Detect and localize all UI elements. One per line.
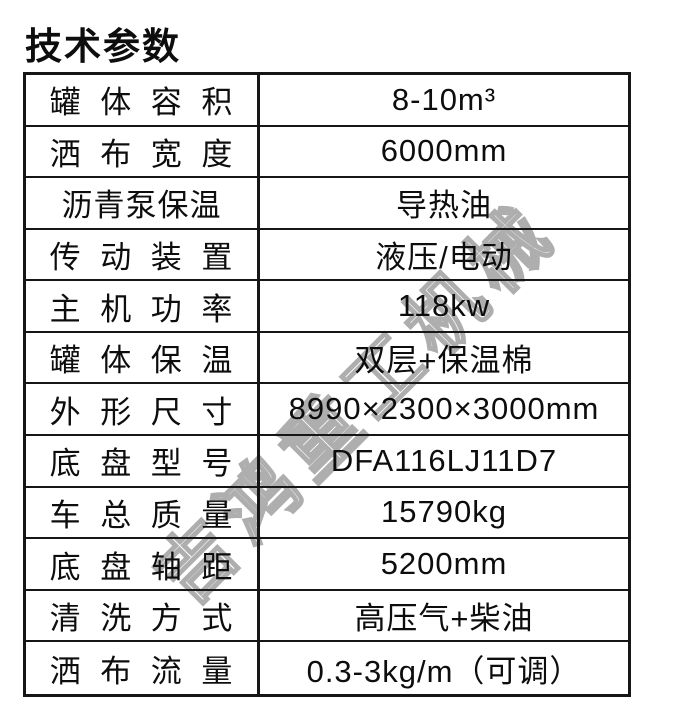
spec-value: 8990×2300×3000mm <box>288 391 600 427</box>
table-row: 清 洗 方 式 高压气+柴油 <box>26 590 628 643</box>
table-row: 罐 体 保 温 双层+保温棉 <box>26 332 628 385</box>
table-row: 传 动 装 置 液压/电动 <box>26 229 628 282</box>
spec-value: 8-10m³ <box>391 81 497 117</box>
spec-label: 罐 体 容 积 <box>26 75 260 125</box>
table-row: 底 盘 型 号 DFA116LJ11D7 <box>26 436 628 488</box>
spec-label: 洒 布 宽 度 <box>26 126 260 177</box>
spec-value: 导热油 <box>396 188 492 224</box>
spec-label: 传 动 装 置 <box>26 229 260 280</box>
table-row: 车 总 质 量 15790kg <box>26 487 628 540</box>
spec-label: 清 洗 方 式 <box>26 590 260 641</box>
spec-label: 底 盘 轴 距 <box>26 539 260 589</box>
spec-value: DFA116LJ11D7 <box>330 442 558 478</box>
specs-table: 罐 体 容 积 8-10m³ 洒 布 宽 度 6000mm 沥青泵保温 导热油 … <box>23 72 631 697</box>
spec-label: 外 形 尺 寸 <box>26 384 260 435</box>
spec-value: 15790kg <box>381 494 507 530</box>
spec-value: 高压气+柴油 <box>354 601 534 637</box>
table-row: 洒 布 流 量 0.3-3kg/m（可调） <box>26 642 628 694</box>
spec-label: 车 总 质 量 <box>26 487 260 538</box>
table-row: 洒 布 宽 度 6000mm <box>26 126 628 179</box>
spec-value: 5200mm <box>380 546 508 582</box>
spec-label: 洒 布 流 量 <box>26 642 260 694</box>
spec-value: 双层+保温棉 <box>354 343 534 379</box>
spec-label: 罐 体 保 温 <box>26 332 260 383</box>
table-row: 外 形 尺 寸 8990×2300×3000mm <box>26 384 628 437</box>
spec-label: 底 盘 型 号 <box>26 436 260 486</box>
spec-value: 液压/电动 <box>375 240 513 276</box>
table-row: 罐 体 容 积 8-10m³ <box>26 75 628 127</box>
table-row: 主 机 功 率 118kw <box>26 281 628 333</box>
spec-value: 0.3-3kg/m（可调） <box>306 653 582 689</box>
spec-label: 主 机 功 率 <box>26 281 260 331</box>
table-row: 底 盘 轴 距 5200mm <box>26 539 628 591</box>
spec-label: 沥青泵保温 <box>26 178 260 228</box>
page-title: 技术参数 <box>25 26 181 67</box>
spec-value: 118kw <box>397 288 491 324</box>
table-row: 沥青泵保温 导热油 <box>26 178 628 230</box>
spec-value: 6000mm <box>380 133 508 169</box>
